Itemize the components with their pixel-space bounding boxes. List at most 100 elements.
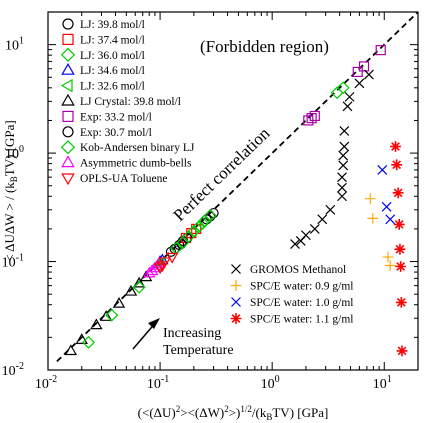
data-point-series-8 — [105, 308, 119, 322]
legend-marker-6 — [62, 110, 74, 123]
x-tick-label: 101 — [373, 374, 392, 392]
legend-marker-4 — [60, 78, 73, 93]
data-point-series-5 — [132, 276, 146, 288]
legend-label-5: LJ Crystal: 39.8 mol/l — [80, 96, 181, 108]
legend-label-4: LJ: 32.6 mol/l — [80, 81, 145, 93]
legend-label-2: LJ: 36.0 mol/l — [80, 50, 145, 62]
data-point-series-11 — [300, 230, 311, 241]
data-point-series-14 — [396, 345, 408, 357]
data-point-series-11 — [364, 69, 374, 80]
increasing-temperature-arrowhead — [148, 318, 160, 329]
data-point-series-5 — [90, 318, 103, 330]
data-point-series-10 — [153, 263, 167, 275]
data-point-series-12 — [384, 260, 396, 271]
data-point-series-6 — [309, 110, 320, 122]
data-point-series-7 — [182, 232, 193, 244]
data-point-series-14 — [393, 219, 405, 230]
data-point-series-13 — [381, 201, 392, 212]
perfect-correlation-label: Perfect correlation — [170, 123, 274, 225]
data-point-series-10 — [158, 257, 171, 269]
legend-marker-13 — [231, 297, 241, 307]
data-point-series-14 — [390, 141, 401, 152]
legend-marker-1 — [62, 33, 74, 46]
data-point-series-5 — [75, 333, 88, 344]
data-point-series-12 — [382, 251, 394, 263]
data-point-series-9 — [143, 266, 156, 278]
legend-marker-14 — [230, 313, 242, 324]
data-point-series-6 — [352, 66, 363, 78]
legend-marker-11 — [231, 264, 241, 274]
x-tick-label: 10-1 — [147, 374, 169, 392]
perfect-correlation-line — [56, 11, 419, 363]
legend-right: GROMOS Methanol SPC/E water: 0.9 g/ml SPC/… — [230, 264, 354, 326]
legend-marker-10 — [61, 173, 75, 186]
data-point-series-14 — [394, 243, 406, 255]
data-point-series-5 — [139, 270, 153, 282]
data-point-series-6 — [306, 113, 317, 124]
x-tick-label: 10-2 — [35, 374, 57, 392]
legend-marker-9 — [61, 155, 75, 168]
data-point-series-11 — [337, 191, 347, 202]
y-tick-label: 10-2 — [2, 361, 24, 379]
data-point-series-14 — [391, 159, 403, 171]
data-point-series-8 — [336, 81, 350, 95]
data-point-series-8 — [187, 224, 201, 238]
data-point-series-11 — [317, 214, 328, 225]
data-point-series-8 — [82, 335, 96, 349]
axis-ticks: 10-2 10-1 100 101 10-2 10-1 100 101 — [2, 11, 419, 392]
data-point-series-12 — [367, 212, 379, 224]
data-point-series-11 — [338, 150, 349, 161]
data-point-series-11 — [344, 91, 355, 102]
data-point-series-5 — [99, 310, 113, 321]
legend-marker-0 — [62, 18, 74, 30]
legend-label-8: Kob-Andersen binary LJ — [80, 142, 195, 154]
data-points — [64, 45, 408, 357]
legend-marker-7 — [62, 126, 74, 138]
y-tick-label: 101 — [5, 36, 24, 54]
data-point-series-11 — [309, 223, 320, 234]
x-axis-label: (<(ΔU)2><(ΔW)2>)1/2/(kBTV) [GPa] — [138, 404, 329, 422]
data-point-series-6 — [375, 45, 386, 56]
data-point-series-12 — [364, 193, 376, 205]
data-point-series-5 — [64, 344, 78, 356]
data-point-series-9 — [145, 264, 159, 276]
plot-frame — [47, 11, 419, 371]
data-point-series-8 — [132, 280, 146, 294]
data-point-series-13 — [377, 164, 388, 175]
legend-left: LJ: 39.8 mol/l LJ: 37.4 mol/l LJ: 36.0 mol… — [60, 18, 195, 186]
data-point-series-11 — [290, 239, 300, 249]
legend-label-7: Exp: 30.7 mol/l — [80, 127, 152, 139]
legend-label-10: OPLS-UA Toluene — [80, 173, 167, 185]
temperature-label: Temperature — [163, 343, 234, 358]
data-point-series-10 — [165, 252, 179, 264]
data-point-series-6 — [358, 61, 370, 72]
y-tick-label: 10-1 — [2, 253, 24, 271]
data-point-series-14 — [395, 297, 407, 308]
data-point-series-2 — [196, 216, 210, 230]
data-point-series-8 — [182, 230, 196, 244]
legend-label-14: SPC/E water: 1.1 g/ml — [250, 314, 354, 326]
legend-marker-8 — [60, 140, 76, 155]
data-point-series-11 — [325, 204, 336, 215]
forbidden-region-label: (Forbidden region) — [200, 37, 329, 56]
legend-label-13: SPC/E water: 1.0 g/ml — [250, 297, 354, 309]
data-point-series-11 — [354, 78, 365, 89]
legend-marker-12 — [230, 280, 242, 291]
data-point-series-14 — [395, 261, 407, 272]
data-point-series-13 — [385, 214, 396, 225]
data-point-series-11 — [342, 101, 353, 112]
legend-label-6: Exp: 33.2 mol/l — [80, 111, 152, 123]
data-point-series-8 — [330, 86, 344, 100]
data-point-series-8 — [203, 208, 217, 222]
legend-label-1: LJ: 37.4 mol/l — [80, 34, 145, 46]
data-point-series-11 — [337, 172, 347, 183]
x-tick-label: 100 — [261, 374, 280, 392]
data-point-series-11 — [339, 141, 350, 152]
legend-label-12: SPC/E water: 0.9 g/ml — [250, 281, 354, 293]
legend-label-3: LJ: 34.6 mol/l — [80, 65, 145, 77]
data-point-series-11 — [338, 160, 349, 171]
legend-marker-2 — [60, 47, 76, 62]
data-point-series-5 — [124, 284, 138, 296]
legend-label-9: Asymmetric dumb-bells — [80, 158, 192, 170]
data-point-series-5 — [112, 296, 126, 308]
